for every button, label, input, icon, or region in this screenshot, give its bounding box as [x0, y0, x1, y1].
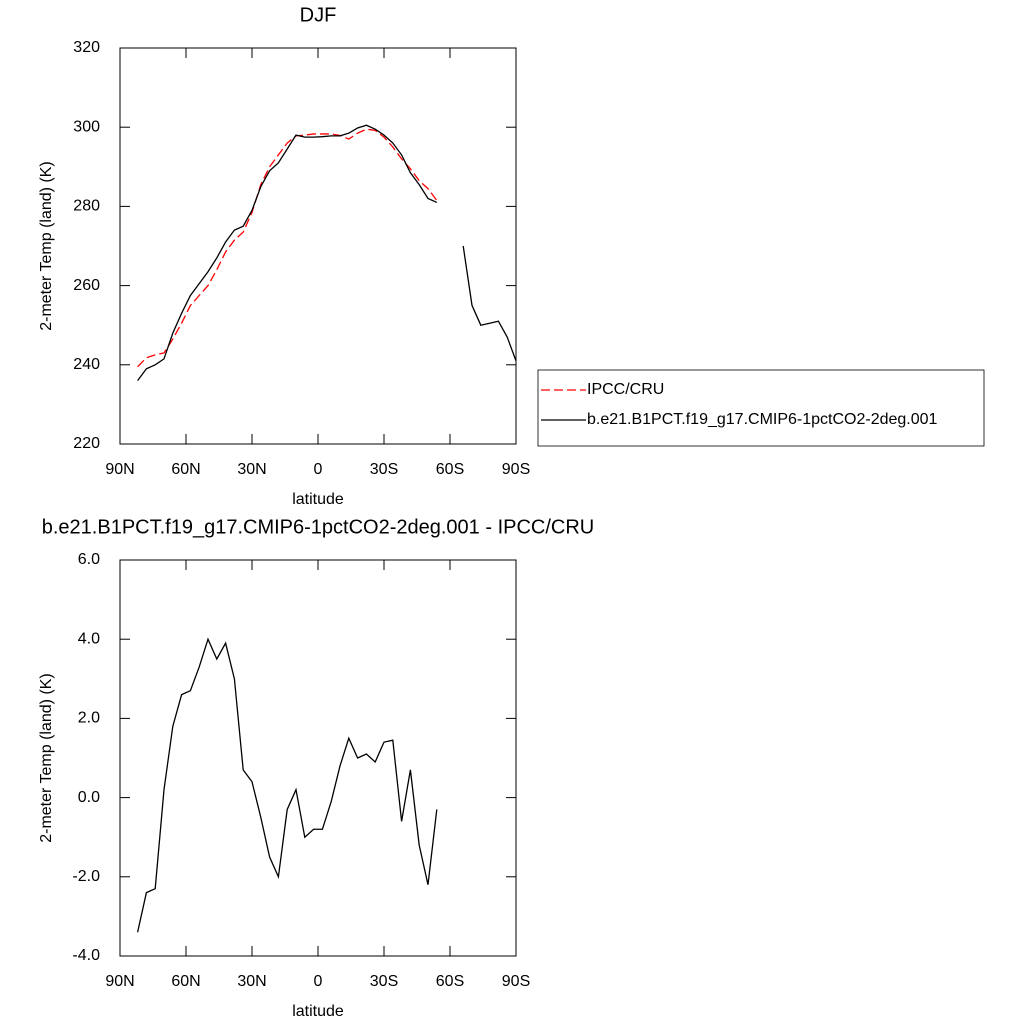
y-tick-label: 260 — [73, 277, 100, 294]
y-tick-label: 4.0 — [78, 630, 100, 647]
chart-title: DJF — [300, 4, 337, 26]
y-tick-label: -2.0 — [72, 868, 100, 885]
x-tick-label: 90N — [105, 973, 134, 990]
plot-frame — [119, 47, 517, 445]
legend-label: IPCC/CRU — [587, 381, 664, 398]
y-tick-label: 2.0 — [78, 710, 100, 727]
x-tick-label: 0 — [314, 461, 323, 478]
legend-label: b.e21.B1PCT.f19_g17.CMIP6-1pctCO2-2deg.0… — [587, 411, 938, 428]
x-tick-label: 90S — [502, 973, 530, 990]
x-tick-label: 30S — [370, 461, 398, 478]
y-tick-label: 220 — [73, 435, 100, 452]
data-line — [137, 124, 517, 382]
plot-frame — [119, 559, 517, 957]
x-tick-label: 90N — [105, 461, 134, 478]
x-tick-label: 30S — [370, 973, 398, 990]
y-axis-label: 2-meter Temp (land) (K) — [38, 161, 55, 331]
x-tick-label: 60S — [436, 461, 464, 478]
x-tick-label: 30N — [237, 973, 266, 990]
y-tick-label: 320 — [73, 39, 100, 56]
y-tick-label: 6.0 — [78, 551, 100, 568]
x-tick-label: 60N — [171, 973, 200, 990]
x-tick-label: 90S — [502, 461, 530, 478]
data-line — [137, 128, 438, 368]
x-tick-label: 60N — [171, 461, 200, 478]
y-axis-label: 2-meter Temp (land) (K) — [38, 673, 55, 843]
data-line — [136, 637, 438, 933]
y-tick-label: 240 — [73, 356, 100, 373]
x-tick-label: 30N — [237, 461, 266, 478]
y-tick-label: 300 — [73, 118, 100, 135]
x-tick-label: 0 — [314, 973, 323, 990]
x-tick-label: 60S — [436, 973, 464, 990]
legend-box — [537, 369, 985, 447]
chart-title: b.e21.B1PCT.f19_g17.CMIP6-1pctCO2-2deg.0… — [42, 516, 595, 538]
y-tick-label: 0.0 — [78, 789, 100, 806]
y-tick-label: 280 — [73, 198, 100, 215]
x-axis-label: latitude — [292, 491, 344, 508]
y-tick-label: -4.0 — [72, 947, 100, 964]
x-axis-label: latitude — [292, 1003, 344, 1020]
